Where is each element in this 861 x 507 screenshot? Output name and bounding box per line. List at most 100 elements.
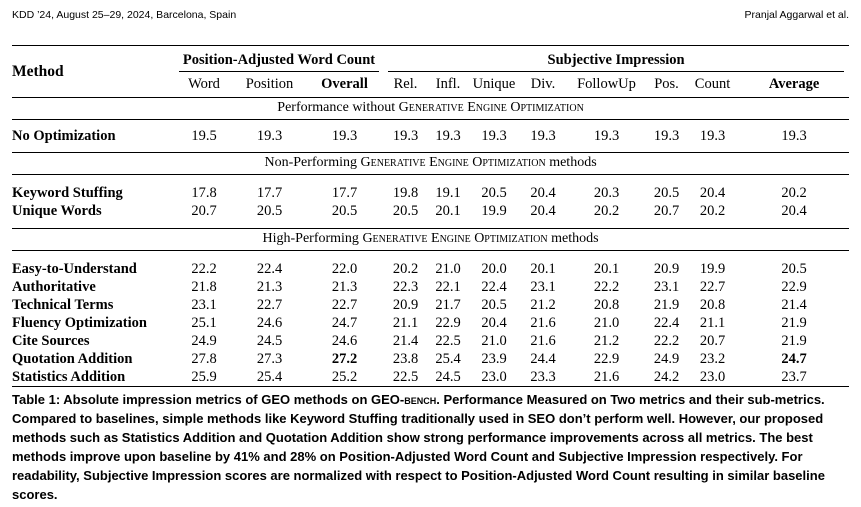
table-cell: 23.7: [739, 368, 850, 387]
header-group-row: Method Position-Adjusted Word Count Subj…: [12, 45, 850, 98]
table-cell: 24.9: [191, 333, 217, 349]
row-spacer: [12, 175, 849, 185]
table-cell: 22.4: [653, 315, 680, 331]
table-cell: 22.9: [435, 315, 461, 331]
table-cell: 21.3: [331, 279, 358, 295]
column-header-row: Word Position Overall Rel. Infl. Unique Div. Fo…: [12, 72, 850, 98]
table-cell: 19.9: [481, 203, 507, 219]
table-cell: 20.5: [392, 203, 419, 219]
table-cell: 24.5: [256, 333, 283, 349]
running-head: KDD ’24, August 25–29, 2024, Barcelona, …: [12, 9, 849, 23]
method-name: Technical Terms: [12, 297, 114, 313]
table-row: Statistics Addition 25.9 25.4 25.2 22.5 24.5 2…: [12, 368, 850, 387]
table-row: Easy-to-Understand 22.2 22.4 22.0 20.2 21.0 20…: [12, 260, 849, 278]
table-cell: 20.3: [593, 185, 620, 201]
table-cell: 19.9: [699, 261, 726, 277]
table-row: No Optimization 19.5 19.3 19.3 19.3 19.3 19.3 1…: [12, 127, 849, 145]
table-cell: 19.3: [530, 128, 556, 144]
table-cell: 23.0: [468, 368, 521, 387]
table-row: Technical Terms 23.1 22.7 22.7 20.9 21.7 20.5 2…: [12, 296, 849, 314]
table-cell: 21.7: [435, 297, 461, 313]
table-cell: 23.1: [653, 279, 680, 295]
table-cell: 17.7: [331, 185, 358, 201]
table-cell: 20.5: [781, 261, 807, 277]
table-cell: 19.5: [191, 128, 217, 144]
column-header-average: Average: [768, 76, 820, 92]
table-cell: 21.2: [530, 297, 556, 313]
table-cell: 20.5: [481, 297, 507, 313]
table-cell: 21.0: [435, 261, 461, 277]
column-header-pos: Pos.: [654, 76, 679, 92]
table-cell: 20.1: [435, 203, 461, 219]
table-row: Quotation Addition 27.8 27.3 27.2 23.8 25.4 23…: [12, 350, 849, 368]
table-row: Cite Sources 24.9 24.5 24.6 21.4 22.5 21.0 21.6…: [12, 332, 849, 350]
method-name: Keyword Stuffing: [12, 185, 123, 201]
table-row: Fluency Optimization 25.1 24.6 24.7 21.1 22.9…: [12, 314, 849, 332]
section-header-row: Non-Performing Generative Engine Optimiz…: [12, 152, 850, 175]
table-cell: 19.3: [781, 128, 807, 144]
table-cell: 20.4: [699, 185, 726, 201]
table-cell: 20.4: [481, 315, 507, 331]
table-cell: 20.5: [481, 185, 507, 201]
table-row: Authoritative 21.8 21.3 21.3 22.3 22.1 22.4 23.…: [12, 278, 849, 296]
table-cell: 24.4: [530, 351, 556, 367]
table-cell: 27.2: [331, 351, 358, 367]
table-cell: 21.1: [392, 315, 419, 331]
table-cell: 21.3: [256, 279, 283, 295]
table-cell: 22.4: [256, 261, 283, 277]
table-cell: 20.1: [593, 261, 620, 277]
table-cell: 22.7: [256, 297, 283, 313]
table-cell: 22.9: [593, 351, 620, 367]
table-cell: 21.6: [566, 368, 648, 387]
table-cell: 25.1: [191, 315, 217, 331]
group-header-pawc: Position-Adjusted Word Count: [175, 45, 384, 72]
table-cell: 20.9: [653, 261, 680, 277]
table-row: Keyword Stuffing 17.8 17.7 17.7 19.8 19.1 20.5…: [12, 184, 849, 202]
table-cell: 22.7: [331, 297, 358, 313]
table-cell: 19.1: [435, 185, 461, 201]
table-cell: 22.3: [392, 279, 419, 295]
table-caption: Table 1: Absolute impression metrics of …: [12, 392, 825, 502]
table-cell: 20.1: [530, 261, 556, 277]
column-header-div: Div.: [530, 76, 556, 92]
table-cell: 24.6: [256, 315, 283, 331]
table-cell: 22.5: [435, 333, 461, 349]
table-cell: 19.3: [331, 128, 358, 144]
column-header-unique: Unique: [472, 76, 516, 92]
row-spacer: [12, 220, 849, 229]
table-cell: 27.3: [256, 351, 283, 367]
method-name: No Optimization: [12, 128, 116, 144]
table-cell: 24.7: [331, 315, 358, 331]
table-cell: 25.9: [175, 368, 233, 387]
table-cell: 20.2: [699, 203, 726, 219]
table-cell: 22.2: [653, 333, 680, 349]
table-cell: 21.6: [530, 315, 556, 331]
table-cell: 20.4: [781, 203, 807, 219]
column-header-overall: Overall: [321, 76, 368, 92]
table-cell: 25.4: [435, 351, 461, 367]
section-header-row: High-Performing Generative Engine Optimi…: [12, 228, 850, 251]
table-cell: 19.8: [392, 185, 419, 201]
running-head-venue: KDD ’24, August 25–29, 2024, Barcelona, …: [12, 9, 237, 21]
section-header-row: Performance without Generative Engine Op…: [12, 97, 850, 120]
table-cell: 23.1: [191, 297, 217, 313]
table-cell: 19.3: [481, 128, 507, 144]
column-header-count: Count: [694, 76, 731, 92]
table-cell: 21.8: [191, 279, 217, 295]
table-cell: 25.4: [233, 368, 306, 387]
table-cell: 22.2: [593, 279, 620, 295]
table-cell: 21.0: [593, 315, 620, 331]
table-cell: 20.2: [593, 203, 620, 219]
table-cell: 21.9: [781, 333, 807, 349]
table-cell: 22.4: [481, 279, 507, 295]
method-name: Unique Words: [12, 203, 102, 219]
table-cell: 24.6: [331, 333, 358, 349]
table-cell: 20.9: [392, 297, 419, 313]
table-cell: 27.8: [191, 351, 217, 367]
table-cell: 21.9: [653, 297, 680, 313]
table-cell: 19.3: [593, 128, 620, 144]
table-cell: 19.3: [392, 128, 419, 144]
row-spacer: [12, 145, 849, 153]
table-cell: 20.5: [256, 203, 283, 219]
table-cell: 20.8: [593, 297, 620, 313]
